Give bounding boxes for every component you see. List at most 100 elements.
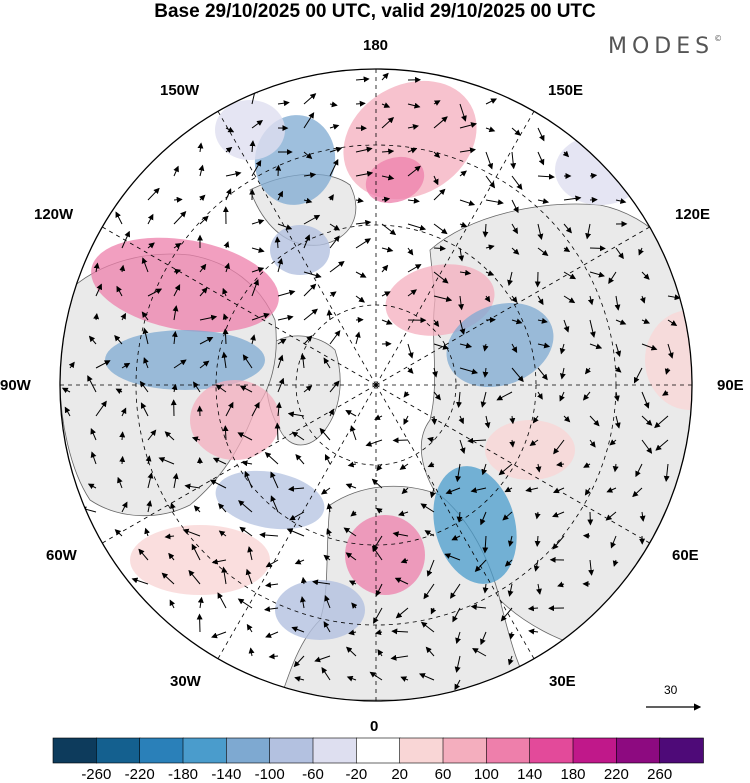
wind-vector — [535, 583, 542, 595]
wind-vector — [140, 402, 149, 417]
wind-vector — [115, 211, 123, 225]
wind-vector — [346, 675, 357, 682]
wind-vector — [403, 391, 410, 398]
wind-vector — [537, 317, 548, 324]
wind-vector — [399, 463, 409, 470]
wind-vector — [287, 411, 305, 418]
wind-vector — [348, 580, 357, 586]
wind-vector — [64, 406, 71, 417]
wind-vector — [199, 194, 206, 202]
wind-vector — [138, 548, 149, 561]
wind-vector — [61, 387, 71, 394]
wind-vector — [329, 159, 339, 177]
wind-vector — [93, 262, 100, 273]
wind-vector — [407, 367, 414, 374]
wind-vector — [381, 117, 395, 129]
colorbar-tick-label: -180 — [167, 766, 199, 783]
wind-vector — [556, 461, 565, 468]
wind-vector — [484, 415, 491, 429]
wind-vector — [641, 391, 650, 409]
colorbar-tick-label: 140 — [517, 766, 543, 783]
wind-vector — [423, 583, 435, 600]
wind-vector — [583, 462, 591, 468]
wind-vector — [459, 439, 466, 454]
wind-vector — [381, 319, 393, 325]
wind-vector — [355, 197, 364, 204]
wind-vector — [173, 211, 187, 225]
wind-vector — [458, 415, 464, 425]
wind-vector — [250, 334, 256, 345]
wind-vector — [484, 295, 491, 303]
wind-vector — [392, 531, 409, 538]
wind-vector — [456, 511, 463, 523]
wind-vector — [537, 247, 549, 256]
colorbar-swatch — [572, 737, 618, 764]
wind-vector — [527, 605, 539, 612]
wind-vector — [381, 246, 394, 253]
wind-vector — [612, 559, 619, 567]
wind-vector — [641, 439, 653, 454]
colorbar-tick-label: -260 — [81, 766, 112, 783]
wind-vector — [147, 242, 155, 249]
wind-vector — [459, 342, 473, 349]
colorbar — [52, 737, 704, 764]
wind-vector — [251, 312, 270, 321]
colorbar-swatch — [182, 737, 228, 764]
wind-vector — [400, 557, 409, 564]
wind-vector — [615, 343, 622, 358]
wind-vector — [472, 648, 487, 657]
wind-vector — [264, 606, 279, 613]
colorbar-tick-label: 60 — [434, 766, 452, 783]
wind-vector — [588, 559, 595, 576]
anomaly-blob-pos-alaska-core — [365, 156, 425, 204]
anomaly-halo — [215, 100, 285, 160]
wind-vector — [459, 367, 479, 375]
anomaly-halo — [275, 580, 365, 640]
wind-vector — [188, 569, 201, 585]
wind-vector — [303, 151, 313, 160]
wind-vector — [381, 196, 391, 203]
wind-vector — [251, 159, 262, 177]
wind-vector — [326, 309, 333, 321]
colorbar-tick-label: -100 — [254, 766, 285, 783]
wind-vector — [328, 408, 334, 417]
wind-vector — [164, 533, 175, 540]
wind-vector — [430, 607, 437, 615]
wind-vector — [507, 583, 514, 597]
wind-vector — [500, 607, 513, 622]
wind-vector — [507, 655, 514, 666]
wind-vector — [381, 102, 391, 108]
colorbar-tick-label: -60 — [302, 766, 324, 783]
wind-vector — [535, 463, 542, 473]
wind-vector — [667, 319, 678, 326]
wind-vector — [470, 604, 487, 611]
wind-vector — [329, 101, 338, 108]
colorbar-tick-label: -20 — [345, 766, 368, 783]
wind-vector — [171, 330, 178, 345]
wind-vector — [381, 174, 395, 181]
wind-vector — [420, 621, 435, 633]
wind-vector — [425, 646, 435, 657]
wind-vector — [485, 270, 495, 276]
wind-vector — [511, 175, 523, 190]
wind-vector — [511, 318, 523, 325]
wind-vector — [504, 559, 513, 567]
wind-vector — [534, 511, 541, 520]
wind-vector — [537, 295, 544, 306]
wind-vector — [552, 535, 565, 550]
wind-vector — [470, 487, 487, 494]
wind-vector — [615, 198, 627, 204]
wind-vector — [537, 342, 551, 349]
wind-vector — [355, 146, 373, 153]
wind-vector — [343, 527, 357, 537]
wind-vector — [511, 367, 524, 383]
wind-vector — [168, 552, 175, 561]
wind-vector — [184, 483, 201, 490]
wind-vector — [375, 583, 383, 597]
wind-vector — [95, 360, 111, 369]
wind-vector — [587, 295, 594, 306]
wind-vector — [268, 653, 279, 660]
colorbar-tick-label: -220 — [124, 766, 155, 783]
wind-vector — [589, 319, 596, 338]
lon-label-120e: 120E — [675, 206, 711, 223]
